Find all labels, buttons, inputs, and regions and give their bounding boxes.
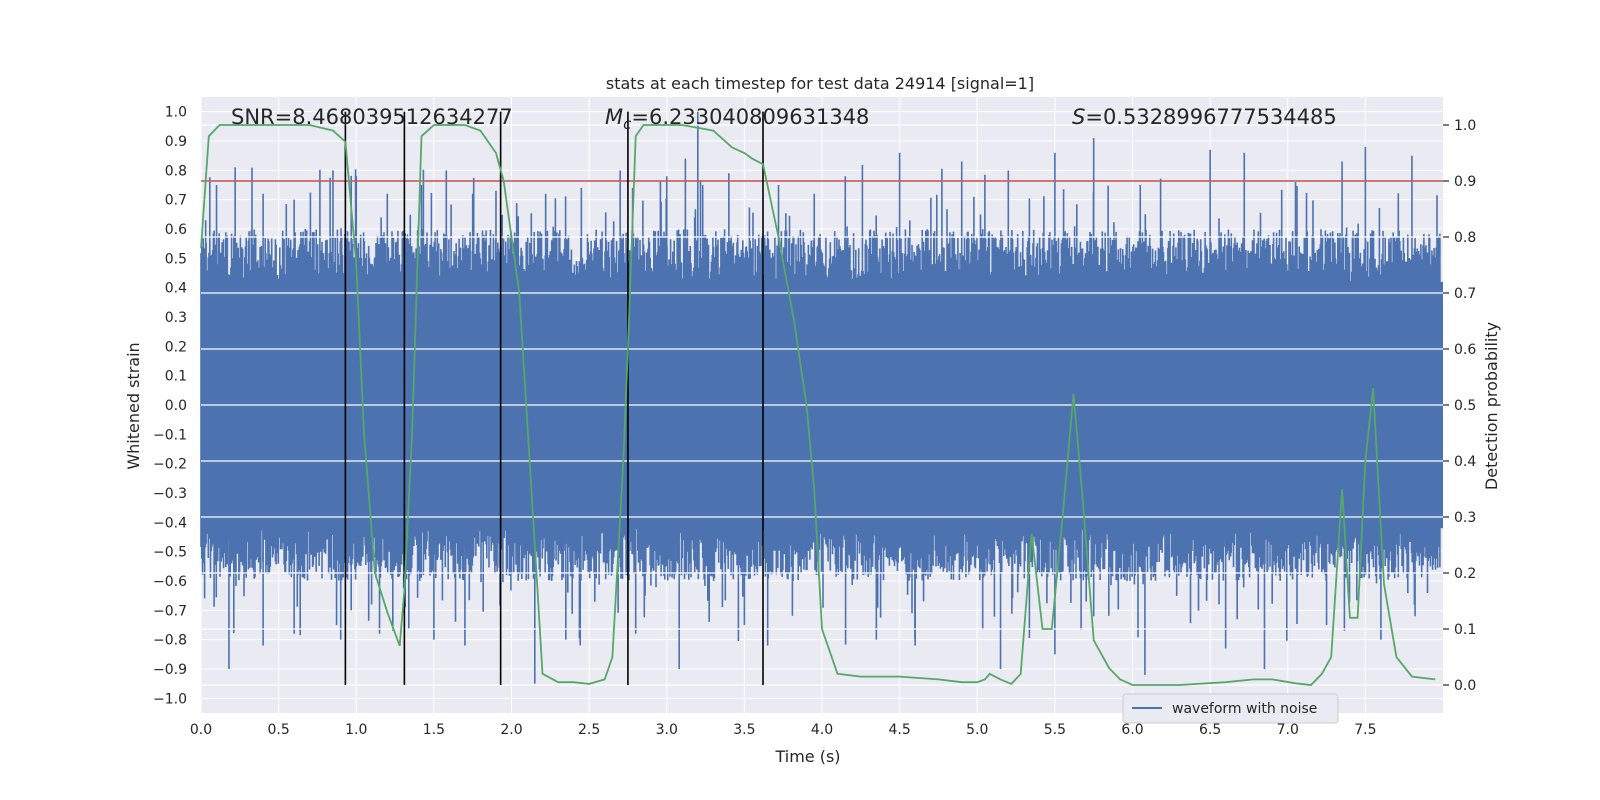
chirp-mass-value: =6.233040809631348 bbox=[631, 105, 869, 129]
x-tick-label: 6.0 bbox=[1121, 722, 1143, 738]
y-right-tick-label: 0.0 bbox=[1454, 678, 1476, 694]
y-left-tick-label: −1.0 bbox=[153, 691, 187, 707]
y-left-tick-label: 1.0 bbox=[165, 105, 187, 121]
y-right-tick-label: 0.1 bbox=[1454, 622, 1476, 638]
y-right-tick-label: 0.4 bbox=[1454, 454, 1476, 470]
y-left-tick-label: 0.3 bbox=[165, 310, 187, 326]
chirp-mass-annotation: Mc=6.233040809631348 bbox=[605, 105, 869, 133]
chirp-mass-subscript: c bbox=[623, 115, 632, 133]
axes: 0.0 0.5 1.0 1.5 2.0 2.5 3.0 3.5 4.0 4.5 5.0 5.5 6.0 6… bbox=[153, 105, 1476, 738]
legend-label: waveform with noise bbox=[1172, 701, 1317, 717]
x-tick-label: 5.0 bbox=[966, 722, 988, 738]
s-annotation: S=0.5328996777534485 bbox=[1072, 105, 1337, 129]
y-left-tick-label: 0.5 bbox=[165, 251, 187, 267]
y-left-tick-label: −0.4 bbox=[153, 515, 187, 531]
detection-probability-line bbox=[200, 124, 1436, 686]
y-right-tick-label: 1.0 bbox=[1454, 118, 1476, 134]
y-left-tick-label: 0.8 bbox=[165, 163, 187, 179]
y-axis-label-left: Whitened strain bbox=[124, 342, 143, 469]
x-tick-label: 2.5 bbox=[578, 722, 600, 738]
y-left-tick-label: −0.2 bbox=[153, 457, 187, 473]
x-tick-label: 3.5 bbox=[733, 722, 755, 738]
chart-title: stats at each timestep for test data 249… bbox=[606, 74, 1034, 93]
x-tick-label: 4.0 bbox=[811, 722, 833, 738]
x-tick-label: 3.0 bbox=[656, 722, 678, 738]
y-right-tick-label: 0.9 bbox=[1454, 174, 1476, 190]
y-right-tick-label: 0.7 bbox=[1454, 286, 1476, 302]
y-left-tick-label: −0.3 bbox=[153, 486, 187, 502]
y-left-tick-label: −0.6 bbox=[153, 574, 187, 590]
x-tick-label: 1.0 bbox=[345, 722, 367, 738]
x-tick-label: 0.0 bbox=[190, 722, 212, 738]
s-symbol: S bbox=[1072, 105, 1085, 129]
x-tick-label: 7.0 bbox=[1277, 722, 1299, 738]
y-axis-label-right: Detection probability bbox=[1482, 322, 1501, 490]
y-left-tick-label: 0.0 bbox=[165, 398, 187, 414]
x-tick-label: 7.5 bbox=[1354, 722, 1376, 738]
x-tick-label: 2.0 bbox=[500, 722, 522, 738]
x-tick-label: 1.5 bbox=[423, 722, 445, 738]
y-left-tick-label: −0.7 bbox=[153, 603, 187, 619]
y-right-tick-label: 0.2 bbox=[1454, 566, 1476, 582]
y-left-tick-label: 0.6 bbox=[165, 222, 187, 238]
y-left-tick-label: 0.4 bbox=[165, 281, 187, 297]
y-left-tick-label: 0.9 bbox=[165, 134, 187, 150]
x-axis-label: Time (s) bbox=[774, 747, 840, 766]
legend: waveform with noise bbox=[1122, 693, 1339, 724]
snr-annotation: SNR=8.468039512634277 bbox=[231, 105, 513, 129]
chirp-mass-symbol: M bbox=[605, 105, 623, 129]
y-left-tick-label: 0.1 bbox=[165, 369, 187, 385]
y-left-tick-label: −0.9 bbox=[153, 662, 187, 678]
y-right-tick-label: 0.3 bbox=[1454, 510, 1476, 526]
y-left-tick-label: −0.5 bbox=[153, 545, 187, 561]
x-tick-label: 0.5 bbox=[267, 722, 289, 738]
y-right-tick-label: 0.6 bbox=[1454, 342, 1476, 358]
y-left-tick-label: 0.7 bbox=[165, 193, 187, 209]
y-left-tick-label: 0.2 bbox=[165, 339, 187, 355]
y-left-tick-label: −0.8 bbox=[153, 633, 187, 649]
x-tick-label: 5.5 bbox=[1044, 722, 1066, 738]
x-tick-label: 4.5 bbox=[888, 722, 910, 738]
y-left-tick-label: −0.1 bbox=[153, 427, 187, 443]
x-tick-label: 6.5 bbox=[1199, 722, 1221, 738]
y-right-tick-label: 0.8 bbox=[1454, 230, 1476, 246]
s-value: =0.5328996777534485 bbox=[1085, 105, 1336, 129]
y-right-tick-label: 0.5 bbox=[1454, 398, 1476, 414]
legend-box bbox=[1122, 693, 1339, 724]
chart-marks bbox=[200, 111, 1443, 686]
